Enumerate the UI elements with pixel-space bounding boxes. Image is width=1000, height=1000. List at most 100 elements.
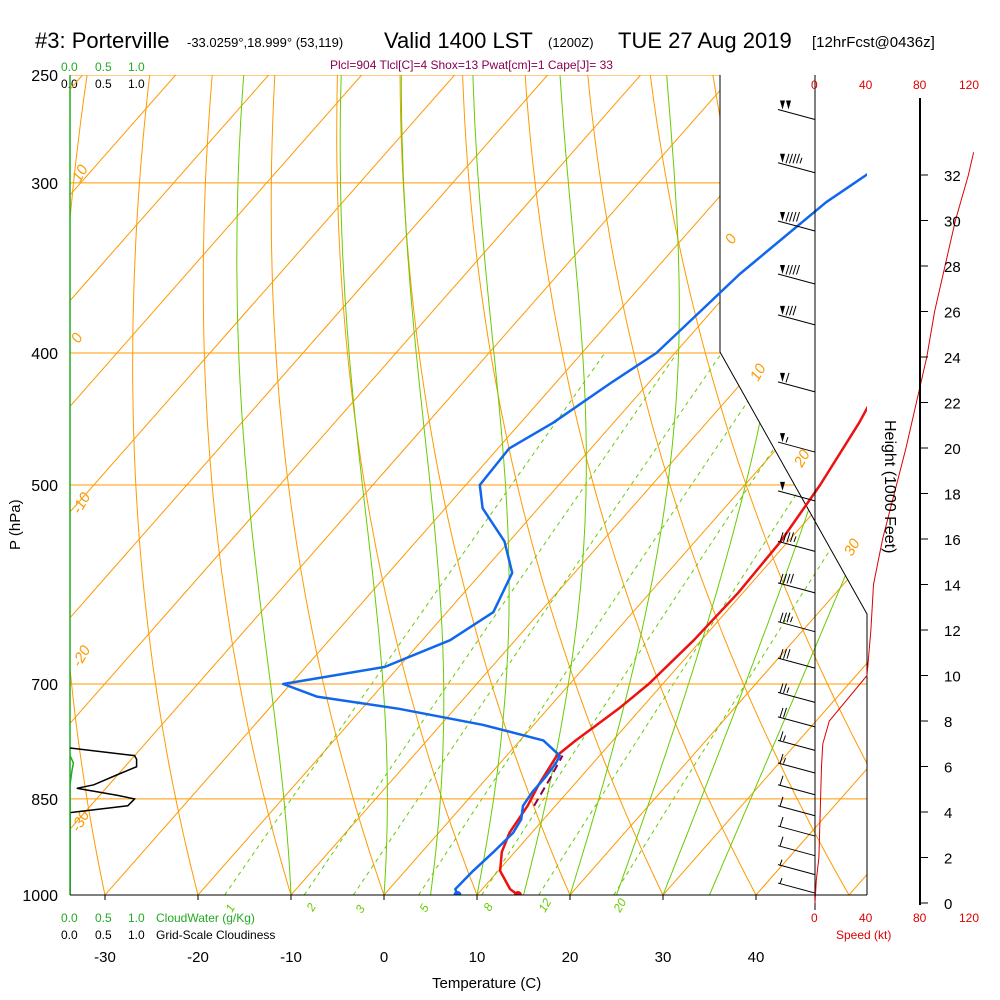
wind-barb-pennant [780,100,785,110]
height-tick-label: 8 [944,714,952,731]
valid-utc: (1200Z) [548,35,594,50]
wind-barb-flag [779,573,784,584]
wind-barb-half-flag [783,757,786,764]
height-tick-label: 20 [944,441,961,458]
pressure-axis-label: P (hPa) [7,499,24,550]
cloudiness-tick: 1.0 [128,77,145,91]
height-tick-label: 0 [944,896,952,913]
speed-axis-label: Speed (kt) [836,928,891,942]
temperature-tick-label: 10 [469,949,486,966]
height-tick-label: 22 [944,396,961,413]
height-tick-label: 28 [944,259,961,276]
wind-barb-flag [783,648,787,659]
cloudwater-scale-bottom: 0.0 0.5 1.0 CloudWater (g/Kg) [61,911,255,925]
isotherm-label: 20 [790,446,814,470]
height-tick-label: 24 [944,350,961,367]
wind-barb-flag [783,573,787,584]
temperature-tick-label: -20 [187,949,209,966]
pressure-tick-label: 700 [31,677,58,694]
surface-temperature-dot [513,891,522,895]
cloudiness-tick: 0.5 [95,77,112,91]
isotherm-line [662,75,867,895]
dry-adiabat-line [202,75,292,895]
cloudwater-tick: 0.0 [61,60,78,74]
mixing-ratio-line [418,352,782,895]
wind-barb-flag [786,532,791,543]
station-coords: -33.0259°,18.999° (53,119) [187,35,343,50]
wind-barb-flag [783,612,787,623]
wind-barb-half-flag [790,616,793,623]
moist-adiabat-line [569,75,680,895]
wind-barb-pennant [780,265,785,275]
wind-barb [777,816,816,837]
wind-barb-flag [779,796,784,807]
wind-barb [777,683,816,703]
mixing-ratio-label: 20 [610,896,629,916]
dry-adiabat-line [270,75,385,895]
wind-barb-flag [785,305,790,316]
wind-barb [777,211,816,232]
wind-barb-pennant [780,305,785,315]
wind-barb-pennant [780,481,785,491]
pressure-tick-label: 250 [31,68,58,85]
speed-tick: 120 [959,78,979,92]
wind-barb [777,877,816,894]
stability-indices: Plcl=904 Tlcl[C]=4 Shox=13 Pwat[cm]=1 Ca… [330,58,613,72]
plot-frame [719,75,868,895]
wind-barb-half-flag [779,859,783,866]
cloudwater-tick: 1.0 [128,911,145,925]
wind-barb-shaft [777,845,816,857]
wind-barb-flag [790,573,794,584]
height-tick-label: 12 [944,623,961,640]
moist-adiabat-line [400,75,445,895]
cloudwater-tick: 1.0 [128,60,145,74]
mixing-ratio-line [303,352,678,895]
temperature-tick-label: 30 [655,949,672,966]
wind-barb-flag [779,683,784,694]
wind-barb-flag [789,305,793,316]
height-tick-label: 26 [944,305,961,322]
height-tick-label: 16 [944,532,961,549]
wind-barb [777,859,816,876]
wind-barb-flag [792,211,797,222]
wind-barb-flag [789,264,793,275]
isotherm-line [70,75,269,895]
wind-barb [777,753,816,774]
wind-barb-flag [779,775,784,786]
wind-barb-flag [779,731,784,742]
wind-barb-flag [786,573,791,584]
dry-adiabat-line [462,75,664,895]
height-tick-label: 32 [944,168,961,185]
wind-barb-flag [779,707,784,718]
mixing-ratio-label: 12 [535,896,554,915]
wind-barb-shaft [777,381,816,393]
wind-barb-shaft [777,882,816,894]
speed-tick: 80 [913,911,927,925]
height-tick-label: 30 [944,214,961,231]
valid-time: Valid 1400 LST [384,28,533,53]
wind-barb [777,372,816,393]
wind-barb-pennant [780,212,785,222]
cloudwater-tick: 0.5 [95,911,112,925]
temperature-tick-label: 0 [380,949,388,966]
wind-speed-profile [814,152,975,904]
wind-barb [777,532,816,552]
isotherm-label: -20 [69,642,95,670]
height-axis-label: Height (1000 Feet) [881,420,898,553]
wind-barb [777,796,816,817]
wind-barb [777,612,816,633]
surface-dewpoint-dot [453,891,462,895]
temperature-tick-label: -30 [94,949,116,966]
isotherm-line [70,75,362,895]
height-tick-label: 10 [944,669,961,686]
wind-barb [777,433,816,453]
wind-barb-shaft [777,162,816,174]
dry-adiabat-line [399,75,571,895]
wind-barb-flag [796,153,800,164]
pressure-tick-label: 850 [31,792,58,809]
speed-tick: 40 [859,78,873,92]
wind-barb [777,153,816,174]
dry-adiabat-line [336,75,478,895]
speed-tick: 0 [811,911,818,925]
